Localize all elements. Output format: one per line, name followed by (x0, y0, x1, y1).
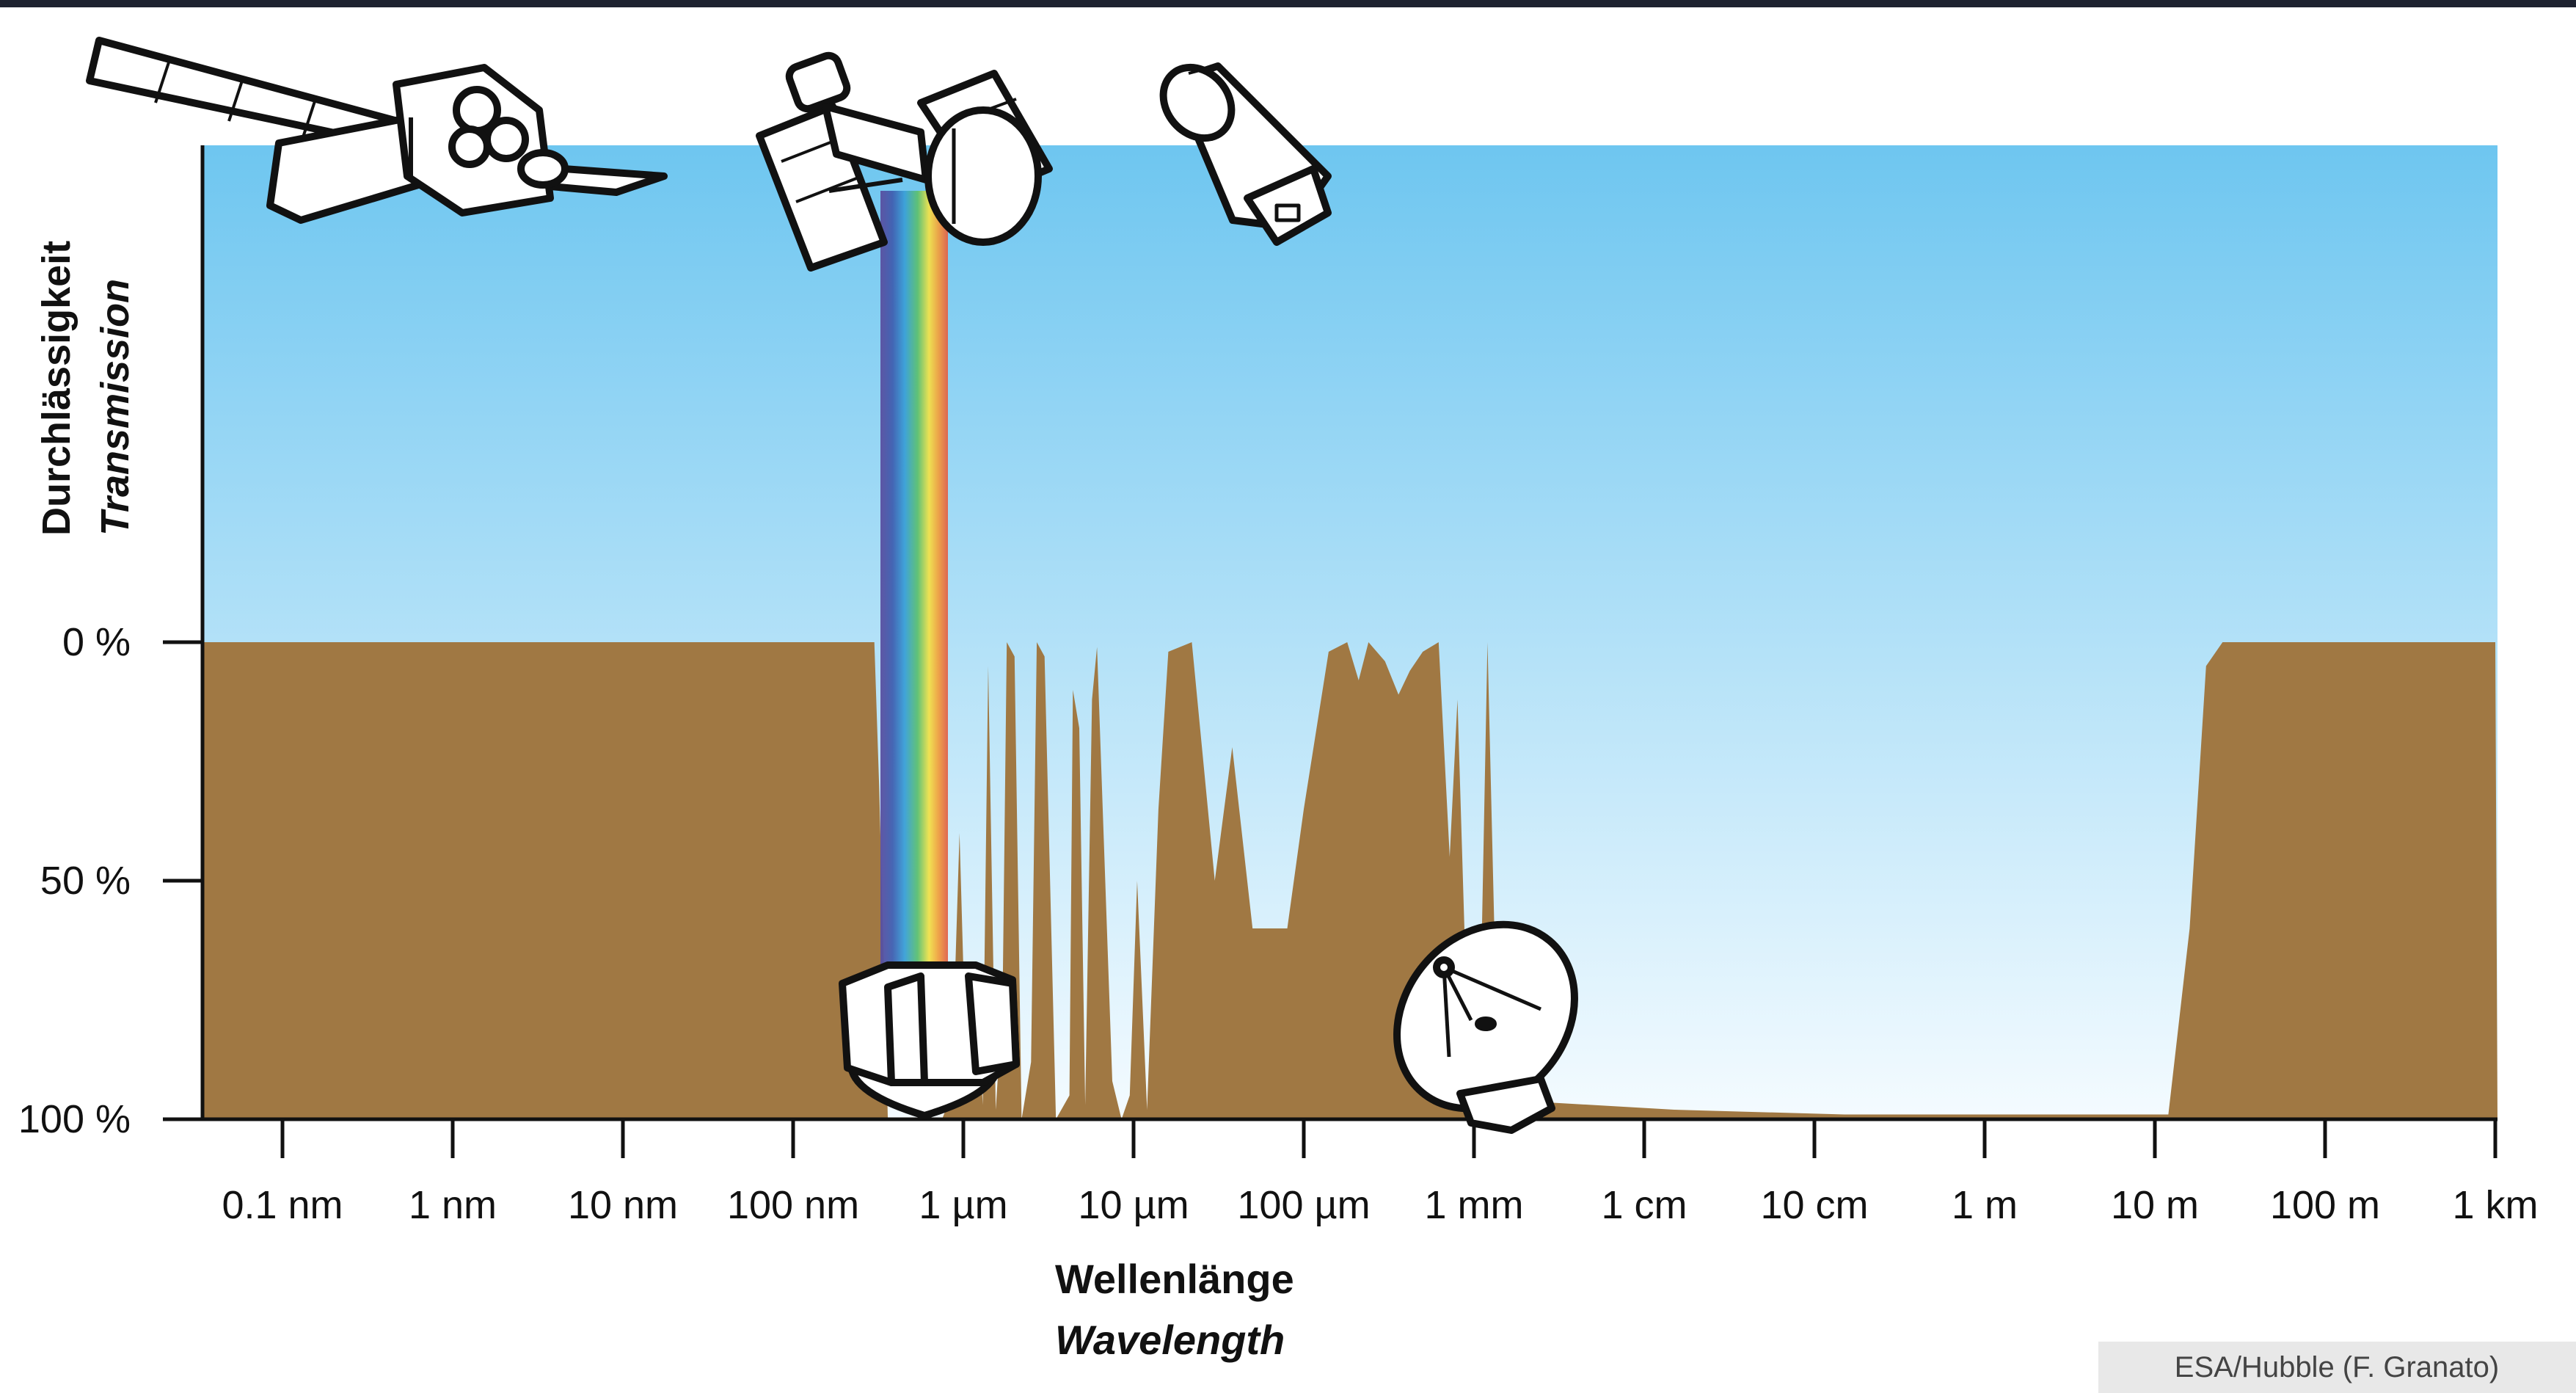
opacity-area (202, 642, 2497, 1119)
radio-dish-icon (1393, 920, 1578, 1134)
x-tick-label: 100 m (2270, 1183, 2380, 1227)
xray-satellite-icon (86, 37, 668, 224)
credit-box (2098, 1342, 2576, 1393)
x-tick-label: 100 µm (1237, 1183, 1370, 1227)
observatory-dome-icon (839, 961, 1020, 1119)
x-tick-label: 10 µm (1078, 1183, 1189, 1227)
x-tick-label: 1 nm (409, 1183, 497, 1227)
y-tick-label: 100 % (18, 1097, 131, 1141)
top-bar (0, 0, 2576, 7)
x-tick-label: 1 m (1952, 1183, 2018, 1227)
x-axis-title: Wellenlänge (1055, 1256, 1294, 1302)
y-axis-title: Durchlässigkeit (34, 241, 79, 536)
y-tick-label: 50 % (40, 859, 131, 903)
y-axis-title-italic: Transmission (93, 279, 137, 536)
credit-text: ESA/Hubble (F. Granato) (2175, 1351, 2499, 1383)
infrared-telescope-icon (1159, 62, 1332, 246)
hubble-telescope-icon (756, 51, 1053, 272)
x-tick-label: 1 cm (1601, 1183, 1687, 1227)
x-tick-label: 1 µm (919, 1183, 1007, 1227)
x-tick-label: 1 km (2452, 1183, 2538, 1227)
x-tick-label: 10 nm (568, 1183, 678, 1227)
x-tick-label: 0.1 nm (222, 1183, 343, 1227)
y-tick-label: 0 % (62, 620, 131, 664)
x-tick-label: 100 nm (727, 1183, 859, 1227)
x-tick-label: 1 mm (1425, 1183, 1524, 1227)
x-tick-label: 10 m (2111, 1183, 2199, 1227)
visible-light-beam (880, 191, 948, 983)
x-axis-title-italic: Wavelength (1055, 1317, 1285, 1363)
x-tick-label: 10 cm (1760, 1183, 1868, 1227)
